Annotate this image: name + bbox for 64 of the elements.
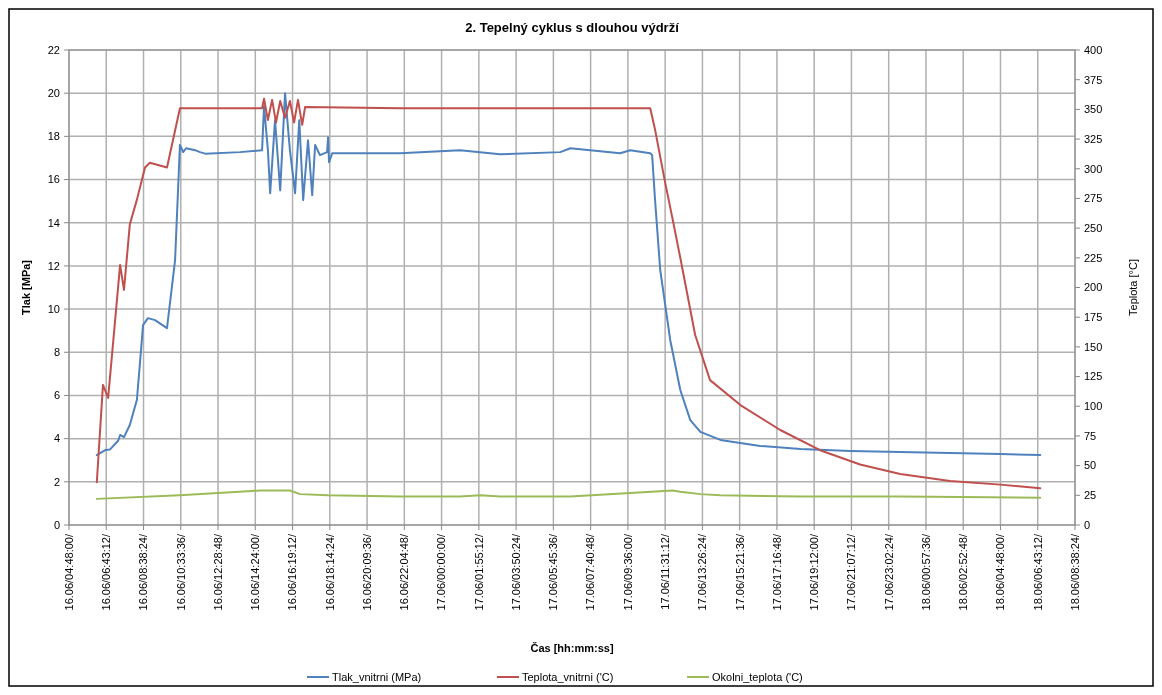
x-tick-label: 17.06/19:12:00/ — [808, 533, 821, 611]
y2-tick-label: 50 — [1084, 459, 1097, 472]
y2-tick-label: 0 — [1084, 518, 1091, 531]
y-tick-label: 2 — [53, 475, 60, 488]
x-tick-label: 17.06/05:45:36/ — [547, 533, 560, 611]
y2-tick-label: 300 — [1084, 162, 1103, 175]
legend-label: Okolni_teplota ('C) — [712, 671, 803, 683]
chart-title: 2. Tepelný cyklus s dlouhou výdrží — [465, 20, 680, 35]
y2-tick-label: 350 — [1084, 103, 1103, 116]
y2-tick-label: 325 — [1084, 132, 1103, 145]
y2-tick-label: 100 — [1084, 400, 1103, 413]
x-tick-label: 17.06/15:21:36/ — [733, 533, 746, 611]
x-tick-label: 16.06/10:33:36/ — [174, 533, 187, 611]
x-tick-label: 17.06/07:40:48/ — [584, 533, 597, 611]
x-tick-label: 16.06/12:28:48/ — [211, 533, 224, 611]
legend-label: Tlak_vnitrni (MPa) — [332, 671, 422, 683]
x-tick-label: 16.06/22:04:48/ — [398, 533, 411, 611]
x-tick-label: 16.06/16:19:12/ — [286, 533, 299, 611]
y2-tick-label: 25 — [1084, 489, 1097, 502]
x-tick-label: 18.06/06:43:12/ — [1031, 533, 1044, 611]
y2-axis-title: Teplota [°C] — [1127, 259, 1139, 316]
x-tick-label: 17.06/01:55:12/ — [472, 533, 485, 611]
y2-tick-label: 400 — [1084, 43, 1103, 56]
y-tick-label: 4 — [53, 432, 60, 445]
y-axis-title: Tlak [MPa] — [20, 259, 32, 316]
x-tick-label: 17.06/21:07:12/ — [845, 533, 858, 611]
y2-tick-label: 175 — [1084, 311, 1103, 324]
x-tick-label: 18.06/02:52:48/ — [957, 533, 970, 611]
y2-tick-label: 75 — [1084, 429, 1097, 442]
y2-tick-label: 200 — [1084, 281, 1103, 294]
y-tick-label: 8 — [53, 346, 60, 359]
y-tick-label: 18 — [47, 130, 60, 143]
x-tick-label: 17.06/09:36:00/ — [621, 533, 634, 611]
x-axis-title: Čas [hh:mm:ss] — [530, 642, 614, 654]
y-tick-label: 14 — [47, 216, 60, 229]
x-tick-label: 18.06/08:38:24/ — [1068, 533, 1081, 611]
y-tick-label: 12 — [47, 259, 60, 272]
x-tick-label: 16.06/06:43:12/ — [100, 533, 113, 611]
y-tick-label: 10 — [47, 302, 60, 315]
y-tick-label: 6 — [53, 389, 60, 402]
y2-tick-label: 225 — [1084, 251, 1103, 264]
x-tick-label: 17.06/00:00:00/ — [435, 533, 448, 611]
y2-tick-label: 275 — [1084, 192, 1103, 205]
x-tick-label: 17.06/23:02:24/ — [882, 533, 895, 611]
y2-tick-label: 125 — [1084, 370, 1103, 383]
y2-tick-label: 375 — [1084, 73, 1103, 86]
x-tick-label: 18.06/00:57:36/ — [919, 533, 932, 611]
y-tick-label: 20 — [47, 87, 60, 100]
legend-label: Teplota_vnitrni ('C) — [522, 671, 614, 683]
x-tick-label: 16.06/04:48:00/ — [62, 533, 75, 611]
x-tick-label: 17.06/13:26:24/ — [696, 533, 709, 611]
x-tick-label: 17.06/17:16:48/ — [770, 533, 783, 611]
x-tick-label: 18.06/04:48:00/ — [994, 533, 1007, 611]
x-tick-label: 17.06/11:31:12/ — [659, 533, 671, 610]
x-tick-label: 16.06/18:14:24/ — [323, 533, 336, 611]
y2-tick-label: 150 — [1084, 340, 1103, 353]
x-tick-label: 16.06/20:09:36/ — [360, 533, 373, 611]
x-tick-label: 16.06/08:38:24/ — [137, 533, 150, 611]
x-tick-label: 17.06/03:50:24/ — [509, 533, 522, 611]
y2-tick-label: 250 — [1084, 221, 1103, 234]
x-tick-label: 16.06/14:24:00/ — [249, 533, 262, 611]
y-tick-label: 22 — [47, 43, 60, 56]
y-tick-label: 0 — [53, 518, 60, 531]
y-tick-label: 16 — [47, 173, 60, 186]
